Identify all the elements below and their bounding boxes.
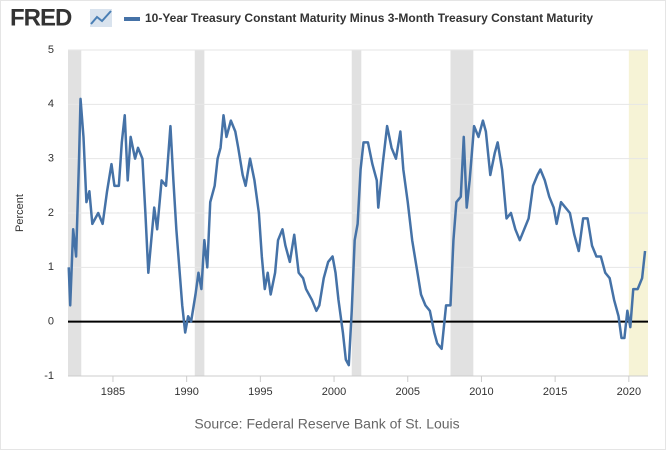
data-line <box>67 97 647 367</box>
x-tick-label: 1995 <box>248 386 272 398</box>
y-tick-label: 5 <box>48 44 54 56</box>
y-tick-label: 2 <box>48 207 54 219</box>
y-tick-label: 3 <box>48 153 54 165</box>
x-tick-label: 1990 <box>174 386 198 398</box>
legend-label: 10-Year Treasury Constant Maturity Minus… <box>145 11 593 25</box>
y-tick-label: 0 <box>48 316 54 328</box>
y-axis-label: Percent <box>14 194 26 232</box>
y-tick-label: -1 <box>44 370 54 382</box>
x-tick-label: 2020 <box>617 386 641 398</box>
y-tick-label: 1 <box>48 261 54 273</box>
y-tick-label: 4 <box>48 98 54 110</box>
logo-icon <box>90 9 112 27</box>
x-tick-label: 2010 <box>469 386 493 398</box>
x-tick-label: 2000 <box>322 386 346 398</box>
source-note: Source: Federal Reserve Bank of St. Loui… <box>194 416 459 432</box>
logo[interactable]: FRED <box>10 4 73 31</box>
x-tick-label: 2015 <box>543 386 567 398</box>
x-tick-label: 1985 <box>101 386 125 398</box>
x-tick-label: 2005 <box>396 386 420 398</box>
